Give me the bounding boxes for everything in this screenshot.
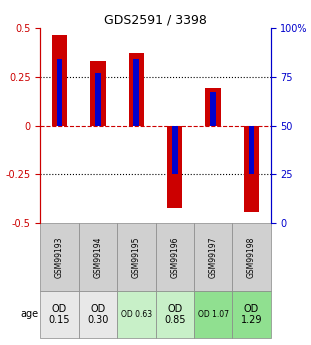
FancyBboxPatch shape (194, 224, 232, 290)
FancyBboxPatch shape (79, 290, 117, 338)
Bar (205, 88, 221, 126)
Bar (210, 92, 216, 126)
Text: OD 1.07: OD 1.07 (197, 310, 229, 319)
Bar (57, 59, 63, 126)
Text: OD
0.30: OD 0.30 (87, 304, 109, 325)
Bar (95, 73, 101, 126)
Bar (248, 126, 254, 175)
Bar (129, 53, 144, 126)
Title: GDS2591 / 3398: GDS2591 / 3398 (104, 13, 207, 27)
Text: GSM99196: GSM99196 (170, 236, 179, 278)
Text: OD
1.29: OD 1.29 (241, 304, 262, 325)
FancyBboxPatch shape (156, 224, 194, 290)
Bar (52, 36, 67, 126)
FancyBboxPatch shape (194, 290, 232, 338)
Text: OD 0.63: OD 0.63 (121, 310, 152, 319)
Text: age: age (21, 309, 39, 319)
FancyBboxPatch shape (156, 290, 194, 338)
FancyBboxPatch shape (40, 224, 79, 290)
FancyBboxPatch shape (232, 290, 271, 338)
Text: GSM99193: GSM99193 (55, 236, 64, 278)
Bar (167, 126, 182, 208)
FancyBboxPatch shape (117, 224, 156, 290)
FancyBboxPatch shape (117, 290, 156, 338)
Text: GSM99197: GSM99197 (209, 236, 217, 278)
Text: GSM99198: GSM99198 (247, 236, 256, 278)
FancyBboxPatch shape (79, 224, 117, 290)
Bar (172, 126, 178, 175)
Text: OD
0.85: OD 0.85 (164, 304, 185, 325)
Text: GSM99195: GSM99195 (132, 236, 141, 278)
Text: GSM99194: GSM99194 (94, 236, 102, 278)
FancyBboxPatch shape (232, 224, 271, 290)
Bar (90, 61, 106, 126)
Text: OD
0.15: OD 0.15 (49, 304, 70, 325)
Bar (133, 59, 139, 126)
FancyBboxPatch shape (40, 290, 79, 338)
Bar (244, 126, 259, 212)
